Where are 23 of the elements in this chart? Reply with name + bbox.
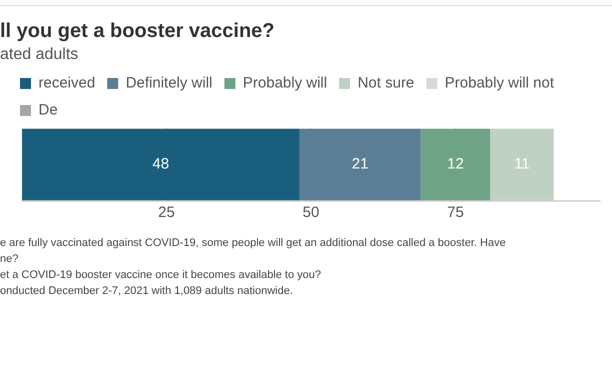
x-tick-label: 25 [158, 204, 175, 222]
legend-label: received [38, 74, 96, 92]
legend-label: Probably will not [444, 74, 555, 92]
bar [22, 128, 300, 200]
text: et a COVID-19 booster vaccine once it becomes available to you? [0, 268, 322, 283]
chart-subtitle: ated adults [0, 46, 80, 64]
text: onducted December 2-7, 2021 with 1,089 adults nationwide. [0, 284, 294, 299]
x-tick-label: 75 [447, 204, 464, 222]
chart-title: ll you get a booster vaccine? [0, 20, 276, 43]
data-label: 48 [152, 156, 170, 173]
bar [490, 128, 554, 200]
text: ne? [0, 252, 20, 267]
legend-label: Definitely will [126, 74, 212, 92]
data-label: 12 [447, 156, 464, 173]
legend-label: Not sure [358, 74, 414, 92]
text: e are fully vaccinated against COVID-19, some people will get an additional dose called a booster. Have [0, 236, 507, 251]
bar [420, 128, 490, 200]
data-label: 21 [352, 156, 368, 173]
data-label: 11 [514, 156, 530, 173]
legend-label: Probably will [242, 74, 328, 92]
bar [299, 128, 421, 200]
x-tick-label: 50 [302, 204, 320, 222]
legend-label: De [38, 102, 58, 119]
